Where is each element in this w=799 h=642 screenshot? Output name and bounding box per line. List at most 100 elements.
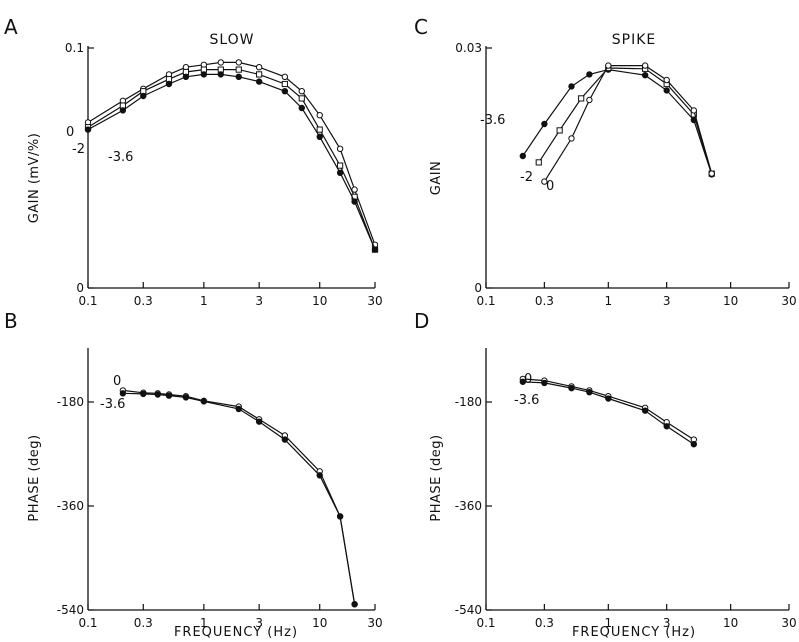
panel-d-spike-phase: D 0.1 0.3 1 3 10 30 -180 -360 -540 PHASE (deg) FREQ… [414,309,797,640]
y-tick-label: -180 [57,395,84,409]
x-tick-label: 1 [200,616,208,630]
x-tick-label: 10 [312,294,327,308]
y-axis-label: PHASE (deg) [429,434,444,521]
x-tick-label: 0.3 [535,294,554,308]
series-line [522,378,695,441]
data-point [641,72,649,79]
data-point [641,407,649,414]
x-tick-label: 10 [723,616,738,630]
series-line [538,67,713,174]
data-point [140,92,147,100]
data-point [663,423,670,430]
data-point [535,159,542,166]
data-point [182,73,190,81]
series-line [522,381,695,445]
data-point [235,73,242,81]
series-line [122,389,356,605]
data-point [255,418,263,425]
data-point [578,95,585,102]
data-point [281,80,288,88]
series--3.6: -3.6 [514,378,698,448]
data-point [316,112,323,119]
data-point [663,76,670,84]
panel-title: SPIKE [612,32,656,48]
y-tick-label: 0 [474,281,482,295]
x-tick-label: 1 [200,294,208,308]
x-tick-label: 1 [604,294,612,308]
y-axis-label: GAIN [429,161,444,196]
panel-letter: A [4,15,18,39]
x-tick-label: 30 [781,294,796,308]
panel-letter: C [414,15,428,39]
x-tick-label: 30 [367,616,382,630]
y-axis-label: GAIN (mV/%) [27,133,42,224]
panel-b-slow-phase: B 0.1 0.3 1 3 10 30 -180 -360 -540 PHASE (deg) FREQ… [4,309,383,640]
panel-c-spike-gain: C SPIKE 0.1 0.3 1 3 10 30 0 0.03 GAIN -3.6 -2 0 [414,15,797,308]
x-tick-label: 30 [781,616,796,630]
series-label: -2 [72,142,85,157]
x-tick-label: 30 [367,294,382,308]
x-axis-label: FREQUENCY (Hz) [572,625,696,640]
y-tick-label: -180 [455,395,482,409]
series-label: -3.6 [108,150,133,165]
data-point [281,73,289,81]
x-tick-label: 3 [255,616,263,630]
series-0: 0 [113,374,358,608]
data-point [605,395,612,402]
data-point [235,59,242,66]
panel-letter: B [4,309,18,333]
panel-letter: D [414,309,429,333]
data-point [541,120,548,128]
y-tick-label: 0 [76,281,84,295]
data-point [336,169,344,177]
data-point [200,398,208,405]
series-label: -3.6 [100,397,125,412]
data-point [165,80,173,88]
series-label: 0 [113,374,121,389]
series--3.6: -3.6 [100,390,358,608]
data-point [281,436,289,443]
y-tick-label: -540 [455,603,482,617]
y-axis-label: PHASE (deg) [27,434,42,521]
data-point [541,178,548,185]
data-point [541,379,548,387]
data-point [690,107,698,114]
panel-title: SLOW [209,32,254,48]
data-point [641,62,649,69]
data-point [519,152,527,160]
data-point [568,384,575,392]
series--3.6: -3.6 [84,71,379,253]
data-point [217,59,224,66]
data-point [217,71,224,78]
x-tick-label: 0.1 [476,616,495,630]
data-point [255,64,263,71]
x-tick-label: 3 [663,294,671,308]
data-point [119,390,127,397]
x-tick-label: 10 [312,616,327,630]
data-point [165,392,173,399]
data-point [316,472,323,479]
x-tick-label: 10 [723,294,738,308]
data-point [316,133,323,141]
series-label: -2 [520,170,533,185]
data-point [586,388,593,396]
y-tick-label: 0.03 [455,41,482,55]
x-tick-label: 3 [663,616,671,630]
series-label: 0 [546,179,554,194]
data-point [235,66,242,73]
data-point [200,71,208,78]
data-point [663,87,670,94]
x-tick-label: 0.3 [134,616,153,630]
data-point [337,162,344,169]
y-tick-label: 0.1 [65,41,84,55]
data-point [568,83,575,90]
data-point [586,96,593,104]
series-label: 0 [66,125,74,140]
series--2: -2 [520,64,715,185]
data-point [84,126,92,133]
y-tick-label: -360 [455,499,482,513]
series-line [522,68,713,175]
data-point [140,390,147,398]
data-point [154,391,161,398]
